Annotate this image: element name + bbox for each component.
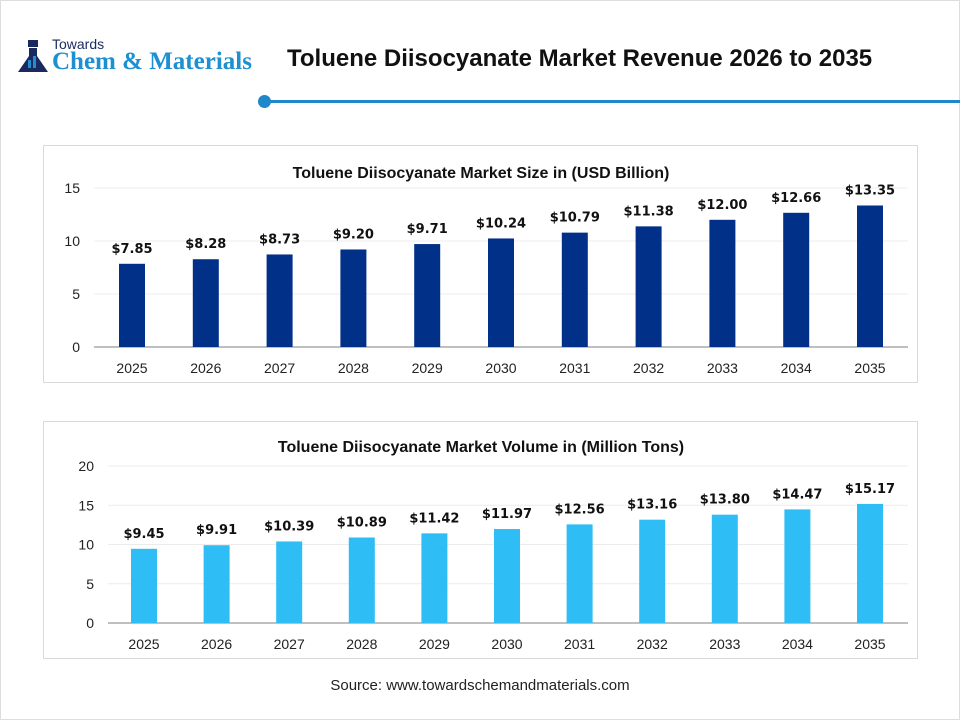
- x-tick-label: 2028: [346, 636, 377, 652]
- y-tick-label: 15: [78, 497, 94, 513]
- bar-2028: [348, 537, 375, 623]
- data-label: $7.85: [111, 242, 152, 257]
- logo-towards-text: Towards: [52, 36, 105, 52]
- flask-icon: [18, 40, 48, 72]
- x-tick-label: 2029: [419, 636, 450, 652]
- x-tick-label: 2035: [854, 360, 885, 376]
- bar-2033: [711, 514, 738, 623]
- data-label: $13.16: [627, 498, 677, 513]
- y-tick-label: 0: [86, 615, 94, 631]
- data-label: $10.24: [476, 216, 526, 231]
- bar-2035: [857, 205, 883, 347]
- market-size-chart: Toluene Diisocyanate Market Size in (USD…: [43, 145, 918, 383]
- x-tick-label: 2029: [412, 360, 443, 376]
- x-tick-label: 2031: [559, 360, 590, 376]
- y-tick-label: 5: [72, 286, 80, 302]
- bar-2027: [276, 541, 303, 623]
- bar-2027: [266, 254, 293, 347]
- x-tick-label: 2025: [116, 360, 147, 376]
- market-volume-chart: Toluene Diisocyanate Market Volume in (M…: [43, 421, 918, 659]
- title-underline-dot: [258, 95, 271, 108]
- source-text: Source: www.towardschemandmaterials.com: [330, 677, 630, 694]
- title-underline: [265, 100, 960, 103]
- chart-title: Toluene Diisocyanate Market Size in (USD…: [293, 165, 670, 182]
- y-tick-label: 0: [72, 339, 80, 355]
- data-label: $10.39: [264, 519, 314, 534]
- bar-2034: [783, 212, 810, 347]
- data-label: $12.00: [697, 198, 747, 213]
- bar-2026: [192, 259, 219, 347]
- x-tick-label: 2031: [564, 636, 595, 652]
- x-tick-label: 2030: [485, 360, 516, 376]
- bar-2029: [421, 533, 448, 623]
- x-tick-label: 2026: [201, 636, 232, 652]
- x-tick-label: 2032: [633, 360, 664, 376]
- bar-2029: [414, 244, 441, 347]
- y-tick-label: 10: [78, 537, 94, 553]
- x-tick-label: 2033: [709, 636, 740, 652]
- data-label: $13.35: [845, 183, 895, 198]
- bar-2026: [203, 545, 230, 623]
- data-label: $9.91: [196, 523, 237, 538]
- market-volume-chart-svg: Toluene Diisocyanate Market Volume in (M…: [78, 439, 908, 652]
- data-label: $9.71: [407, 222, 448, 237]
- x-tick-label: 2034: [782, 636, 813, 652]
- y-tick-label: 10: [64, 233, 80, 249]
- data-label: $13.80: [700, 493, 750, 508]
- logo: Towards Chem & Materials: [16, 36, 266, 76]
- bar-2030: [488, 238, 514, 347]
- bar-2025: [119, 263, 145, 347]
- x-tick-label: 2033: [707, 360, 738, 376]
- data-label: $12.56: [555, 502, 605, 517]
- x-tick-label: 2028: [338, 360, 369, 376]
- data-label: $9.45: [123, 527, 164, 542]
- bar-2034: [784, 509, 811, 623]
- y-tick-label: 5: [86, 576, 94, 592]
- bar-2030: [494, 529, 520, 623]
- market-size-chart-svg: Toluene Diisocyanate Market Size in (USD…: [64, 165, 908, 376]
- x-tick-label: 2027: [264, 360, 295, 376]
- data-label: $8.73: [259, 232, 300, 247]
- x-tick-label: 2035: [854, 636, 885, 652]
- bar-2025: [131, 548, 157, 623]
- x-tick-label: 2026: [190, 360, 221, 376]
- data-label: $11.38: [624, 204, 674, 219]
- data-label: $15.17: [845, 482, 895, 497]
- bar-2028: [340, 249, 367, 347]
- x-tick-label: 2034: [781, 360, 812, 376]
- data-label: $9.20: [333, 227, 374, 242]
- chart-title: Toluene Diisocyanate Market Volume in (M…: [278, 439, 684, 456]
- data-label: $11.42: [409, 511, 459, 526]
- y-tick-label: 15: [64, 180, 80, 196]
- bar-2031: [561, 232, 588, 347]
- data-label: $8.28: [185, 237, 226, 252]
- data-label: $11.97: [482, 507, 532, 522]
- x-tick-label: 2025: [128, 636, 159, 652]
- bar-2032: [639, 519, 666, 623]
- bar-2035: [857, 503, 883, 623]
- bar-2033: [709, 219, 736, 347]
- y-tick-label: 20: [78, 458, 94, 474]
- data-label: $10.79: [550, 211, 600, 226]
- x-tick-label: 2030: [491, 636, 522, 652]
- data-label: $12.66: [771, 191, 821, 206]
- bar-2031: [566, 524, 593, 623]
- x-tick-label: 2032: [637, 636, 668, 652]
- data-label: $14.47: [772, 487, 822, 502]
- x-tick-label: 2027: [274, 636, 305, 652]
- logo-main-text: Chem & Materials: [52, 48, 252, 75]
- page-title: Toluene Diisocyanate Market Revenue 2026…: [287, 45, 873, 72]
- bar-2032: [635, 226, 662, 347]
- data-label: $10.89: [337, 516, 387, 531]
